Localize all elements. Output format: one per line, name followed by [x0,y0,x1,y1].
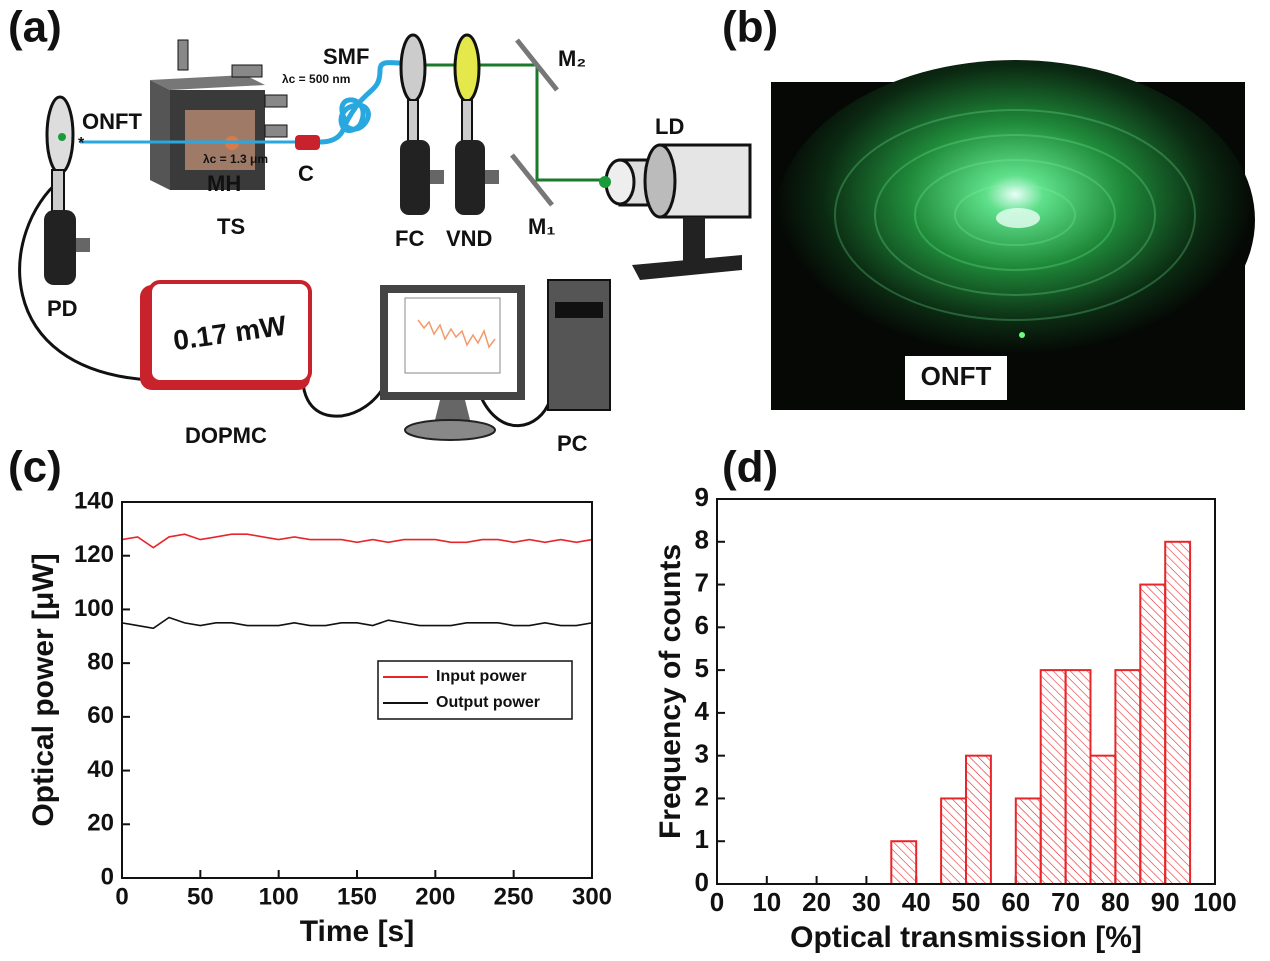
plot-frame [121,501,593,879]
x-tick-label: 60 [1001,887,1030,917]
bar [1039,669,1067,885]
x-tick-label: 50 [952,887,981,917]
y-tick-label: 80 [87,648,114,675]
y-tick-label: 3 [695,739,709,769]
label: PD [47,296,78,321]
label: VND [446,226,492,251]
x-tick-label: 200 [415,883,455,910]
x-axis-label: Time [s] [300,915,414,948]
y-tick-label: 5 [695,653,709,683]
data-line [121,616,593,630]
x-tick-label: 50 [187,883,214,910]
label: LD [655,114,684,139]
y-tick-label: 120 [74,541,114,568]
x-tick-label: 80 [1101,887,1130,917]
x-tick-label: 0 [710,887,724,917]
x-tick-label: 10 [752,887,781,917]
y-tick-label: 2 [695,781,709,811]
label: M₁ [528,214,555,239]
y-tick-label: 8 [695,525,709,555]
y-tick-label: 4 [695,696,710,726]
y-tick-label: 40 [87,756,114,783]
y-tick-label: 1 [695,824,709,854]
y-tick-label: 6 [695,610,709,640]
panel-label: (b) [722,3,778,52]
y-tick-label: 9 [695,482,709,512]
x-axis-label: Optical transmission [%] [790,921,1142,954]
bar [1014,797,1042,886]
y-tick-label: 60 [87,702,114,729]
x-tick-label: 70 [1051,887,1080,917]
star: * [78,135,85,152]
label: DOPMC [185,423,267,448]
x-tick-label: 40 [902,887,931,917]
label: TS [217,214,245,239]
legend-label: Output power [436,694,540,711]
bar [1164,540,1192,885]
bar [890,840,918,886]
label: M₂ [558,46,586,71]
y-tick-label: 20 [87,810,114,837]
panel-label: (d) [722,443,778,492]
y-axis-label: Optical power [μW] [27,553,60,826]
label: SMF [323,44,369,69]
panel-label: (c) [8,443,62,492]
bar [1139,583,1167,885]
photo-label: ONFT [921,361,992,391]
y-tick-label: 100 [74,595,114,622]
label: λc = 1.3 μm [203,152,268,166]
bar [1089,754,1117,886]
x-tick-label: 30 [852,887,881,917]
label: PC [557,431,588,456]
bar [1114,669,1142,885]
y-axis-label: Frequency of counts [654,544,687,839]
x-tick-label: 150 [337,883,377,910]
photo: ONFT [771,60,1255,410]
setup-diagram: * ONFT TS MH C SMF λc = 500 nm λc = 1.3 … [18,33,752,456]
legend [377,660,573,720]
label: FC [395,226,424,251]
x-tick-label: 100 [1193,887,1236,917]
bar [1064,669,1092,885]
label: MH [207,171,241,196]
data-line [121,533,593,549]
x-tick-label: 0 [115,883,128,910]
x-tick-label: 300 [572,883,612,910]
y-tick-label: 0 [101,863,114,890]
x-tick-label: 90 [1151,887,1180,917]
label: ONFT [82,109,142,134]
y-tick-label: 7 [695,567,709,597]
x-tick-label: 20 [802,887,831,917]
label: λc = 500 nm [282,72,350,86]
x-tick-label: 100 [259,883,299,910]
plot-frame [716,498,1216,885]
legend-label: Input power [436,668,527,685]
label: C [298,161,314,186]
bar [940,797,967,886]
x-tick-label: 250 [494,883,534,910]
bar [965,754,992,886]
y-tick-label: 0 [695,867,709,897]
y-tick-label: 140 [74,487,114,514]
panel-label: (a) [8,3,62,52]
